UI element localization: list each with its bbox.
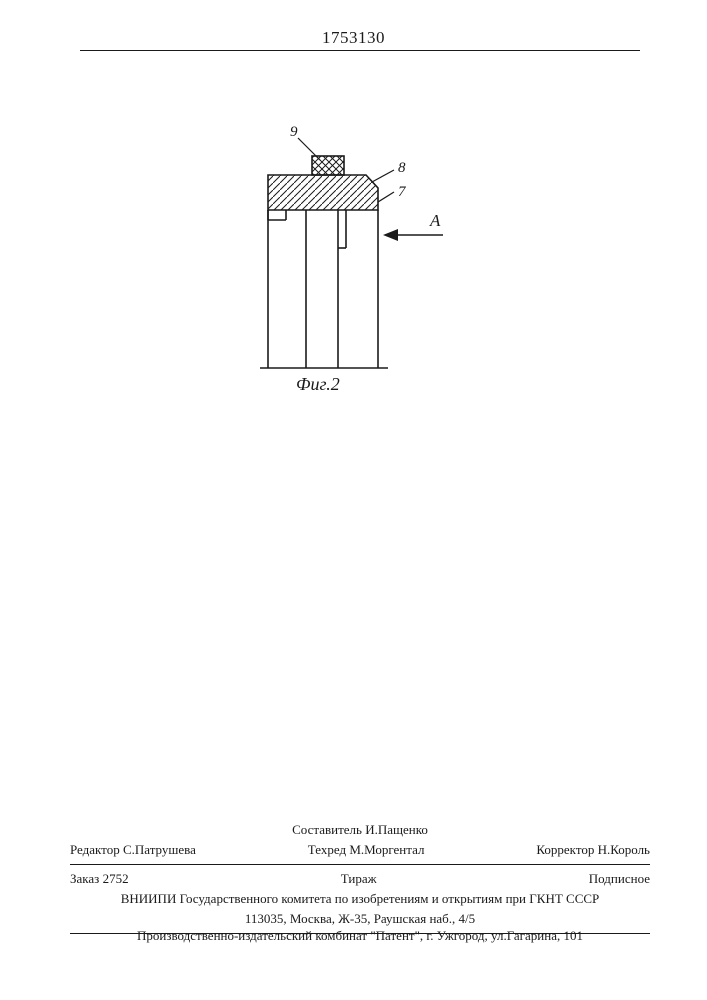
corrector-label: Корректор: [536, 842, 594, 857]
corrector: Корректор Н.Король: [536, 842, 650, 858]
circulation-label: Тираж: [341, 871, 377, 887]
credits-row-2: Заказ 2752 Тираж Подписное: [70, 869, 650, 889]
credits-block: Составитель И.Пащенко Редактор С.Патруше…: [70, 820, 650, 938]
editor: Редактор С.Патрушева: [70, 842, 196, 858]
order: Заказ 2752: [70, 871, 129, 887]
editor-label: Редактор: [70, 842, 120, 857]
editor-name: С.Патрушева: [123, 842, 196, 857]
figure-svg: 9 8 7 А Фиг.2: [238, 120, 468, 400]
header-rule: [80, 50, 640, 51]
tech-name: М.Моргентал: [349, 842, 424, 857]
composer-name: И.Пащенко: [365, 822, 428, 837]
figure-label-A: А: [429, 211, 441, 230]
order-no: 2752: [103, 871, 129, 886]
figure-label-8: 8: [398, 160, 406, 176]
org-line-1: ВНИИПИ Государственного комитета по изоб…: [70, 889, 650, 909]
corrector-name: Н.Король: [598, 842, 650, 857]
figure-label-7: 7: [398, 184, 407, 200]
page-number: 1753130: [0, 28, 707, 48]
subscription-label: Подписное: [589, 871, 650, 887]
figure-label-9: 9: [290, 124, 298, 140]
figure-caption: Фиг.2: [296, 374, 340, 394]
credits-row-1: Редактор С.Патрушева Техред М.Моргентал …: [70, 840, 650, 860]
tech-label: Техред: [308, 842, 346, 857]
order-label: Заказ: [70, 871, 99, 886]
tech: Техред М.Моргентал: [308, 842, 425, 858]
composer-label: Составитель: [292, 822, 362, 837]
credits-rule-1: [70, 864, 650, 865]
org-line-2: 113035, Москва, Ж-35, Раушская наб., 4/5: [70, 909, 650, 929]
figure-2: 9 8 7 А Фиг.2: [238, 120, 468, 400]
footer: Производственно-издательский комбинат "П…: [70, 928, 650, 944]
composer-line: Составитель И.Пащенко: [70, 820, 650, 840]
footer-line: Производственно-издательский комбинат "П…: [70, 928, 650, 944]
